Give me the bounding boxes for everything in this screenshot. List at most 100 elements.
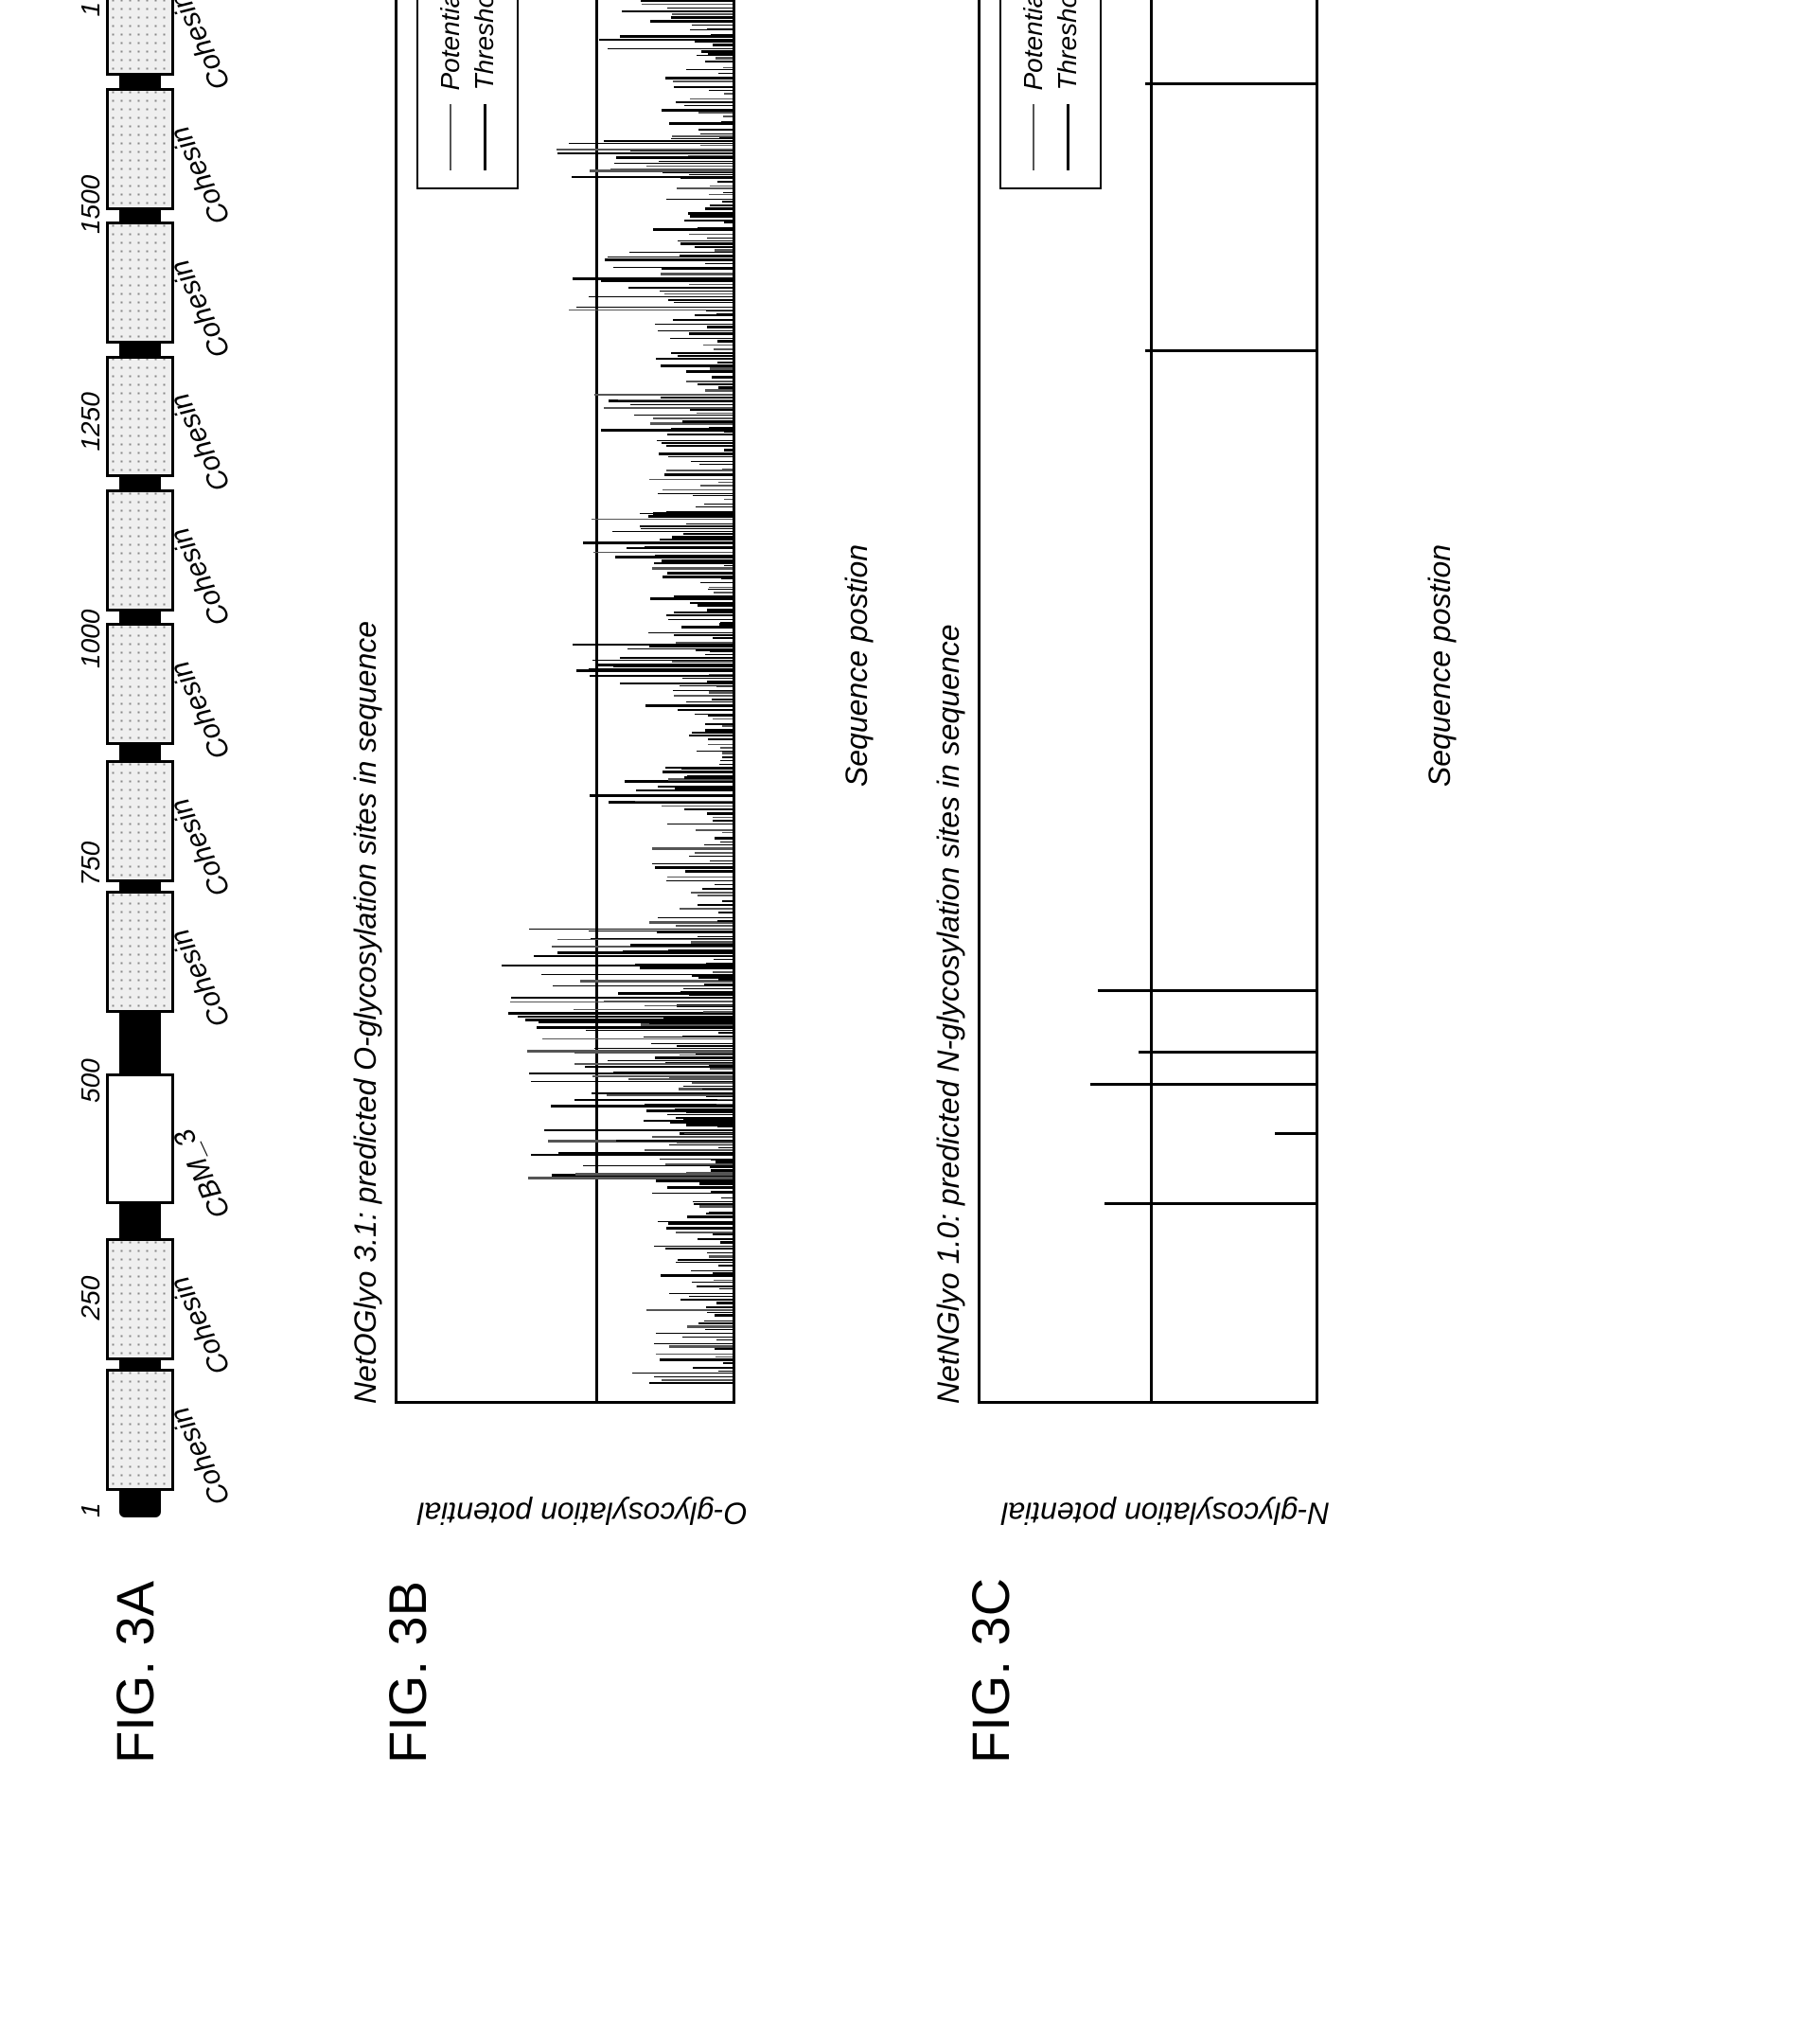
oglyc-impulse (680, 178, 733, 180)
cohesin-domain-box (106, 891, 174, 1013)
oglyc-impulse (658, 786, 733, 788)
oglyc-impulse (708, 738, 733, 740)
oglyc-impulse (686, 1172, 733, 1174)
oglyc-impulse (664, 473, 733, 476)
oglyc-impulse (665, 1248, 733, 1250)
oglyc-impulse (676, 1262, 733, 1264)
oglyc-impulse (642, 4, 733, 6)
oglyc-impulse (719, 764, 733, 766)
domain-label: Cohesin (164, 388, 237, 496)
oglyc-impulse (689, 234, 733, 236)
oglyc-impulse (698, 604, 733, 607)
oglyc-impulse (676, 1117, 733, 1119)
oglyc-impulse (714, 592, 733, 594)
oglyc-impulse (537, 1026, 733, 1029)
oglyc-impulse (705, 1329, 733, 1331)
oglyc-impulse (700, 133, 733, 135)
oglyc-impulse (665, 1062, 733, 1064)
oglyc-impulse (699, 1182, 733, 1185)
oglyc-impulse (648, 515, 733, 518)
legend-swatch (1033, 104, 1034, 170)
oglyc-impulse (640, 966, 733, 969)
oglyc-impulse (583, 541, 733, 544)
oglyc-impulse (676, 925, 733, 927)
oglyc-impulse (658, 917, 733, 919)
oglyc-impulse (654, 1246, 733, 1248)
oglyc-impulse (719, 137, 733, 139)
oglyc-impulse (651, 1043, 733, 1045)
oglyc-impulse (558, 1152, 733, 1154)
oglyc-impulse (673, 319, 733, 321)
oglyc-impulse (718, 482, 733, 484)
oglyc-impulse (586, 1030, 733, 1032)
oglyc-impulse (715, 1348, 733, 1350)
oglyc-chart: NetOGlyo 3.1: predicted O-glycosylation … (348, 0, 875, 1517)
oglyc-impulse (700, 145, 733, 147)
oglyc-impulse (704, 808, 733, 810)
domain-label: Cohesin (164, 924, 237, 1032)
oglyc-impulse (628, 287, 733, 289)
oglyc-impulse (645, 1149, 733, 1151)
oglyc-impulse (674, 634, 733, 636)
oglyc-impulse (542, 1038, 733, 1040)
oglyc-impulse (667, 877, 733, 878)
x-tick (1316, 86, 1318, 89)
oglyc-impulse (632, 1373, 733, 1374)
oglyc-impulse (677, 187, 733, 189)
oglyc-impulse (715, 249, 733, 252)
oglyc-impulse (713, 820, 733, 822)
legend-item: Potential (435, 0, 466, 170)
oglyc-impulse (710, 651, 733, 653)
oglyc-impulse (708, 53, 733, 55)
oglyc-impulse (702, 888, 733, 890)
oglyc-impulse (641, 528, 733, 530)
oglyc-impulse (592, 519, 733, 521)
oglyc-impulse (663, 771, 733, 773)
oglyc-impulse (698, 936, 733, 938)
oglyc-impulse (665, 767, 733, 769)
oglyc-impulse (663, 1018, 733, 1019)
figure-3a-label: FIG. 3A (76, 1517, 166, 1764)
oglyc-impulse (646, 1109, 733, 1112)
oglyc-impulse (678, 709, 733, 711)
domain-scale-tick: 1000 (76, 610, 106, 668)
oglyc-impulse (620, 683, 733, 684)
oglyc-impulse (696, 649, 733, 651)
oglyc-impulse (658, 330, 733, 332)
y-tick (1150, 1401, 1153, 1404)
cohesin-domain-box (106, 1369, 174, 1491)
oglyc-impulse (654, 562, 733, 564)
oglyc-impulse (692, 732, 733, 734)
domain-label: Cohesin (164, 0, 237, 95)
oglyc-impulse (695, 714, 733, 716)
oglyc-impulse (721, 121, 733, 123)
oglyc-impulse (576, 307, 733, 309)
legend-label: Potential (435, 0, 466, 91)
oglyc-impulse (656, 1179, 733, 1182)
oglyc-impulse (667, 434, 733, 435)
x-tick (733, 251, 735, 254)
oglyc-impulse (698, 977, 733, 979)
oglyc-impulse (668, 456, 733, 458)
oglyc-impulse (680, 242, 733, 245)
oglyc-impulse (713, 817, 733, 819)
oglyc-impulse (717, 1099, 733, 1101)
y-tick (453, 1401, 456, 1404)
x-tick (1316, 578, 1318, 581)
oglyc-impulse (666, 470, 733, 471)
oglyc-impulse (718, 1265, 733, 1267)
domain-scale-tick: 750 (76, 842, 106, 886)
oglyc-impulse (707, 28, 733, 30)
domain-scale-tick: 1750 (76, 0, 106, 17)
oglyc-impulse (697, 413, 733, 415)
domain-label: CBM_3 (168, 1124, 238, 1223)
oglyc-impulse (713, 718, 733, 720)
oglyc-impulse (709, 427, 733, 429)
oglyc-impulse (696, 829, 733, 831)
domain-bar (119, 0, 161, 1517)
domain-label: Cohesin (164, 1401, 237, 1509)
oglyc-impulse (721, 1197, 733, 1199)
oglyc-impulse (652, 847, 733, 850)
figure-3b-label: FIG. 3B (348, 1517, 438, 1764)
oglyc-impulse (599, 39, 733, 41)
